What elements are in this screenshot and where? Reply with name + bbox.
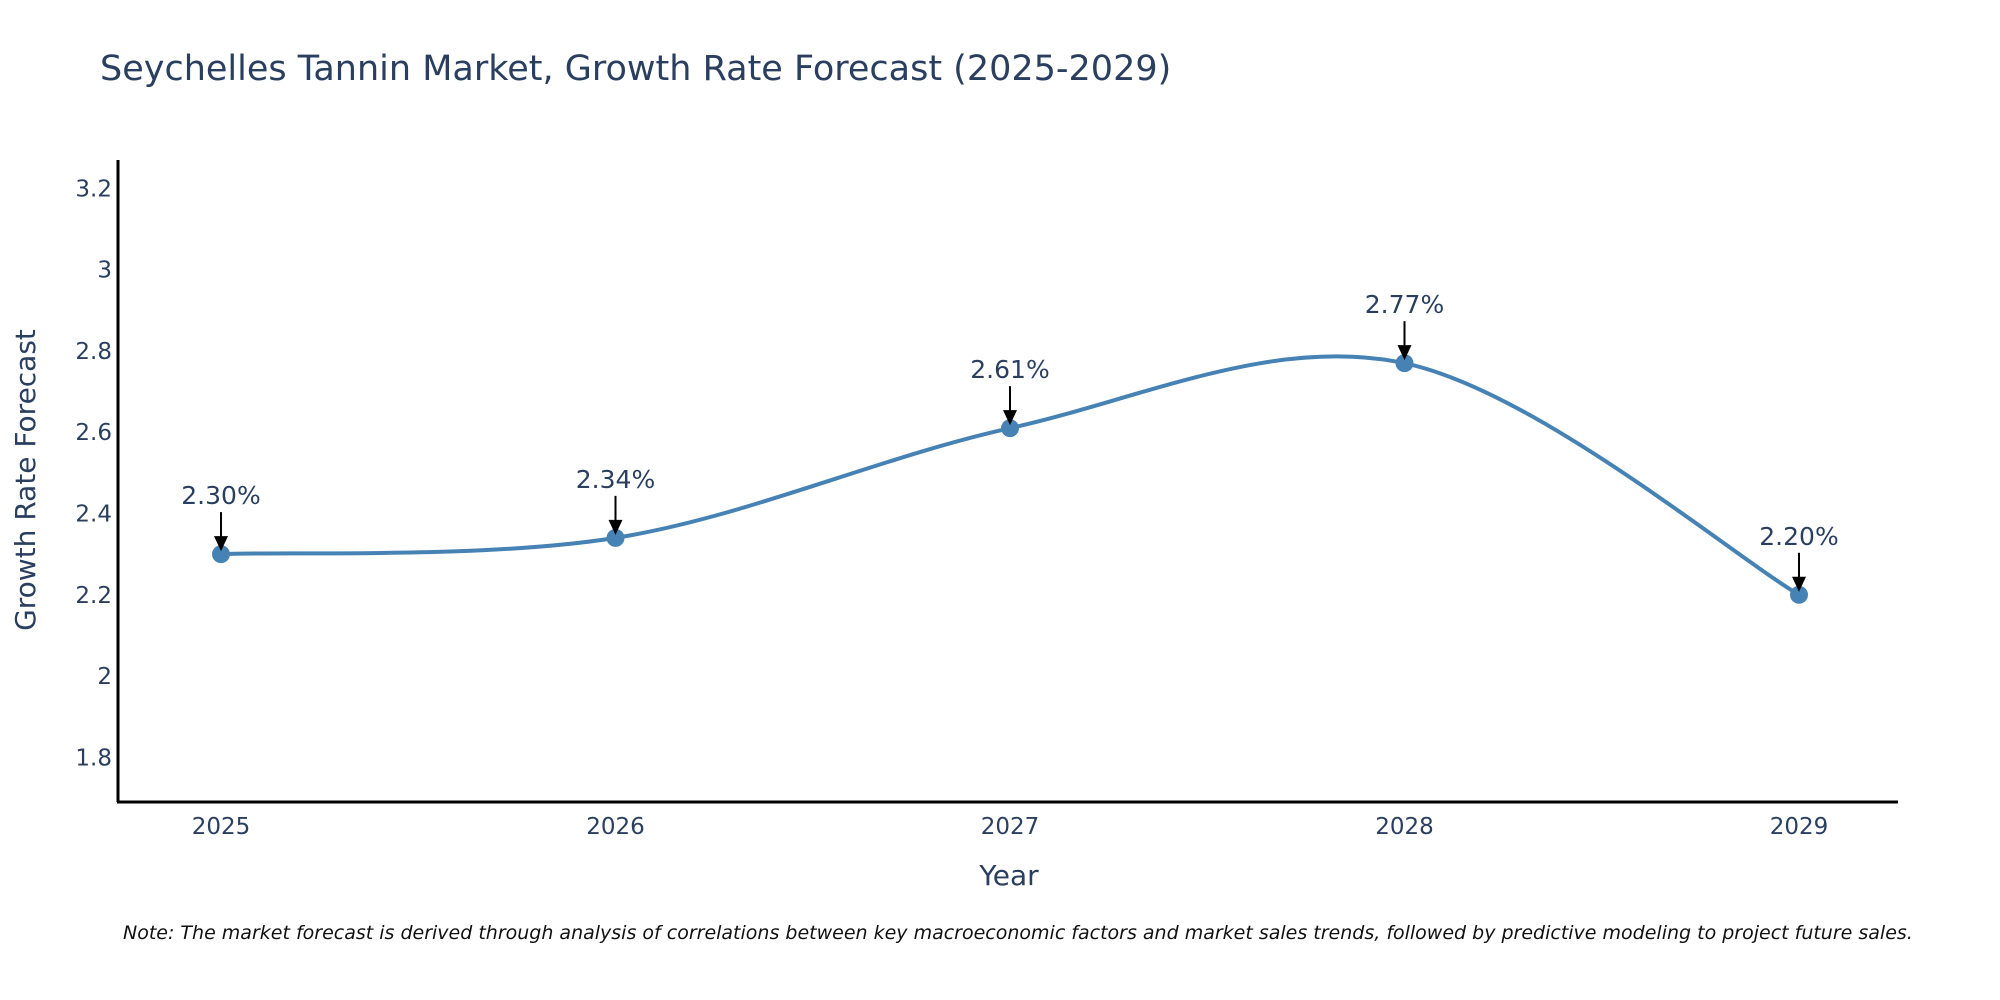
y-tick-label: 3 <box>97 258 112 284</box>
annotation-arrow-head <box>608 519 623 535</box>
y-tick-label: 2.6 <box>75 420 112 446</box>
x-axis-title: Year <box>978 859 1039 892</box>
forecast-note: Note: The market forecast is derived thr… <box>123 922 1913 944</box>
x-tick-label: 2027 <box>981 814 1040 840</box>
data-label: 2.20% <box>1759 522 1838 551</box>
y-tick-label: 2.2 <box>75 583 112 609</box>
y-axis-ticks: 1.8 2 2.2 2.4 2.6 2.8 3 3.2 <box>75 176 112 771</box>
y-axis-title: Growth Rate Forecast <box>9 329 42 631</box>
x-tick-label: 2025 <box>192 814 251 840</box>
y-tick-label: 2.4 <box>75 502 112 528</box>
y-tick-label: 3.2 <box>75 176 112 202</box>
data-point-markers <box>212 354 1808 604</box>
annotation-arrow-head <box>214 536 228 552</box>
data-point-marker <box>1395 354 1414 373</box>
data-point-marker <box>1001 419 1019 438</box>
data-label: 2.77% <box>1365 290 1444 319</box>
data-label: 2.30% <box>181 481 260 510</box>
y-tick-label: 1.8 <box>75 745 112 771</box>
y-tick-label: 2.8 <box>75 339 112 365</box>
data-label: 2.61% <box>970 355 1049 384</box>
x-tick-label: 2029 <box>1770 814 1829 840</box>
y-tick-label: 2 <box>97 664 112 690</box>
data-point-marker <box>212 545 230 564</box>
annotation-arrow-head <box>1397 345 1412 361</box>
data-label: 2.34% <box>576 465 655 494</box>
data-label-annotations: 2.30% 2.34% 2.61% 2.77% 2.20% <box>181 290 1839 592</box>
data-point-marker <box>1790 585 1808 604</box>
data-point-marker <box>606 528 625 547</box>
x-tick-label: 2028 <box>1375 814 1434 840</box>
x-axis-ticks: 2025 2026 2027 2028 2029 <box>192 814 1829 840</box>
annotation-arrow-head <box>1003 410 1017 426</box>
annotation-arrow-head <box>1792 576 1806 592</box>
chart-title: Seychelles Tannin Market, Growth Rate Fo… <box>100 49 1171 89</box>
x-tick-label: 2026 <box>586 814 645 840</box>
